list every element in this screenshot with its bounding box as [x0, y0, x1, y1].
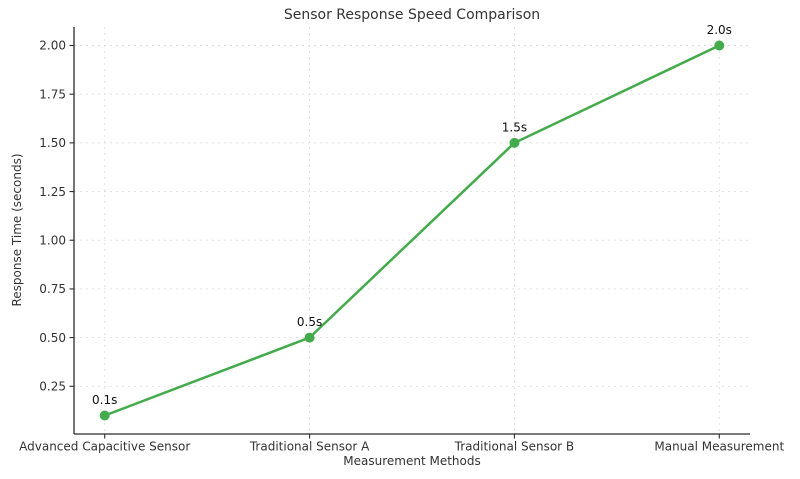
y-axis-label: Response Time (seconds) [10, 153, 24, 306]
y-tick-label: 1.75 [39, 87, 66, 101]
x-tick-label: Advanced Capacitive Sensor [19, 440, 190, 454]
data-point-label: 1.5s [502, 120, 527, 134]
y-tick-label: 1.25 [39, 185, 66, 199]
chart-title: Sensor Response Speed Comparison [284, 7, 540, 23]
data-labels: 0.1s 0.5s 1.5s 2.0s [92, 23, 732, 407]
x-tick-label: Traditional Sensor B [454, 440, 574, 454]
x-tick-label: Manual Measurement [654, 440, 784, 454]
y-tick-label: 1.50 [39, 136, 66, 150]
line-series [99, 40, 725, 421]
data-point-label: 0.5s [297, 315, 322, 329]
data-point-label: 0.1s [92, 393, 117, 407]
data-point [304, 332, 315, 343]
data-point [509, 137, 520, 148]
series-line [103, 44, 721, 417]
x-axis-label: Measurement Methods [343, 454, 480, 468]
y-tick-label: 0.25 [39, 379, 66, 393]
y-tick-label: 2.00 [39, 39, 66, 53]
x-tick-label: Traditional Sensor A [249, 440, 370, 454]
axes: 0.25 0.50 0.75 1.00 1.25 1.50 1.75 2.00 Advanced… [19, 27, 784, 454]
gridlines [74, 27, 750, 434]
y-tick-label: 1.00 [39, 233, 66, 247]
data-point [99, 410, 110, 421]
y-tick-label: 0.50 [39, 331, 66, 345]
data-point [714, 40, 725, 51]
data-point-label: 2.0s [707, 23, 732, 37]
y-tick-label: 0.75 [39, 282, 66, 296]
